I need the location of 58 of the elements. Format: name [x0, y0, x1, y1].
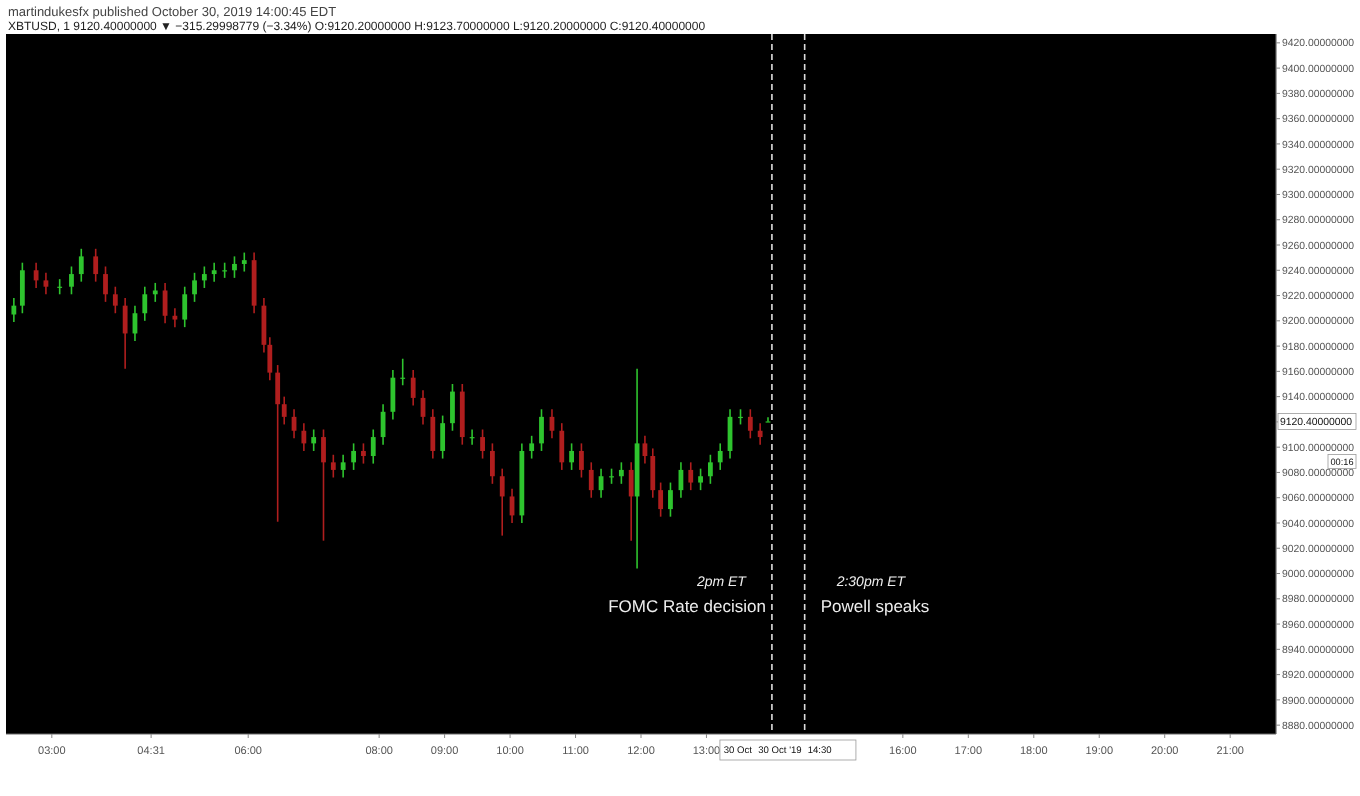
- candlestick: [241, 251, 247, 273]
- ref-line-label: Powell speaks: [820, 595, 930, 616]
- candlestick: [112, 285, 118, 315]
- candlestick: [747, 408, 753, 440]
- candlestick: [192, 272, 197, 303]
- candlestick: [698, 467, 703, 491]
- candlestick: [490, 442, 495, 485]
- candlestick: [757, 422, 763, 446]
- candlestick: [311, 428, 317, 452]
- candlestick: [579, 442, 584, 479]
- candlestick: [321, 428, 326, 542]
- candlestick: [588, 461, 594, 499]
- candlestick: [430, 408, 436, 460]
- candlestick: [122, 297, 128, 370]
- candlestick: [152, 282, 158, 303]
- candlestick: [340, 453, 346, 479]
- candlestick: [668, 481, 673, 518]
- candlestick: [480, 428, 485, 460]
- candlestick: [569, 442, 575, 471]
- candlestick: [142, 285, 148, 322]
- candlestick: [765, 416, 771, 423]
- candlestick: [251, 251, 257, 315]
- candlestick: [410, 369, 416, 407]
- candlestick: [707, 453, 713, 485]
- candlestick: [330, 453, 336, 479]
- candlestick: [450, 383, 455, 432]
- ref-line-label: FOMC Rate decision: [608, 595, 767, 616]
- candlestick: [717, 442, 723, 471]
- candlestick: [182, 285, 188, 328]
- candlestick: [499, 467, 505, 537]
- candlestick: [370, 428, 376, 465]
- candlestick: [232, 255, 237, 279]
- candlestick: [33, 261, 39, 289]
- candlestick: [43, 272, 49, 296]
- candlestick: [69, 265, 74, 296]
- candlestick: [390, 369, 396, 421]
- candlestick: [688, 461, 694, 491]
- candlestick: [275, 364, 281, 523]
- candlestick: [351, 442, 357, 471]
- candlestick: [440, 414, 446, 460]
- candlestick: [201, 265, 207, 289]
- candlestick: [618, 461, 624, 485]
- candlestick: [650, 447, 656, 499]
- candlestick: [361, 442, 366, 465]
- candlestick: [78, 248, 84, 283]
- candlestick: [628, 461, 634, 542]
- candlestick: [539, 408, 544, 452]
- candlestick: [459, 383, 465, 446]
- candlestick: [103, 265, 108, 303]
- candlestick: [172, 307, 178, 328]
- candlestick: [19, 261, 25, 315]
- candlestick: [211, 261, 217, 283]
- candlestick: [301, 422, 307, 452]
- candlestick: [93, 248, 99, 283]
- candlestick: [529, 435, 535, 460]
- candlestick: [559, 422, 565, 471]
- candlestick: [658, 481, 664, 518]
- candlestick: [11, 297, 17, 323]
